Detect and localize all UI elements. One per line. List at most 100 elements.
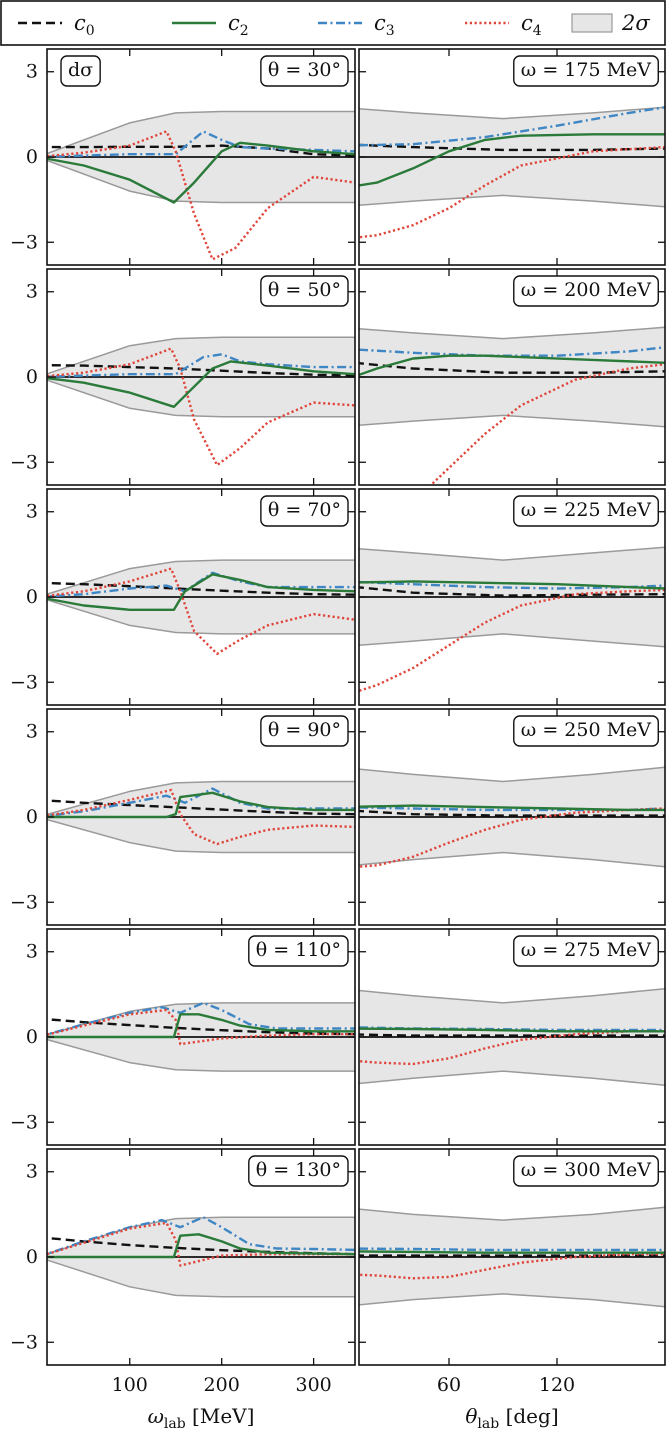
panel-label-text: ω = 175 MeV — [521, 59, 651, 81]
sigma-band-lower — [47, 159, 355, 204]
series-c0 — [359, 809, 665, 817]
panel-label-text: θ = 90° — [268, 719, 341, 741]
legend-frame — [0, 0, 666, 46]
sigma-band-upper — [359, 766, 665, 783]
series-c3 — [47, 1001, 355, 1036]
series-c2 — [47, 791, 355, 819]
panel-label-box — [513, 55, 659, 87]
series-c4 — [359, 588, 665, 693]
panel-label-text: ω = 275 MeV — [521, 939, 651, 961]
legend-label-band: 2σ — [621, 11, 650, 35]
y-tick-label: 3 — [26, 941, 38, 963]
series-c0 — [47, 144, 355, 157]
y-tick-label: −3 — [10, 1331, 38, 1353]
series-c4 — [47, 130, 355, 261]
sigma-band-lower — [359, 1293, 665, 1308]
x-axis-labels: ωlab [MeV] θlab [deg] — [148, 1404, 559, 1429]
series-c0 — [47, 1018, 355, 1036]
right-panel-6: ω = 300 MeV 60 120 — [358, 1148, 666, 1396]
y-tick-label: 0 — [26, 1246, 38, 1268]
series-c3 — [359, 346, 665, 357]
sigma-band-lower — [47, 1259, 355, 1298]
series-c4 — [47, 567, 355, 655]
left-panel-3: −3 0 3 θ = 70° — [10, 488, 356, 706]
panel-label: ω = 275 MeV — [513, 935, 659, 967]
series-c0 — [359, 1033, 665, 1037]
left-panel-5: −3 0 3 θ = 110° — [10, 928, 356, 1146]
left-x-axis-label: ωlab [MeV] — [148, 1404, 255, 1429]
y-tick-label: −3 — [10, 891, 38, 913]
panel-label: θ = 30° — [260, 55, 349, 87]
sigma-band-lower — [359, 414, 665, 428]
panel-label-box — [248, 935, 349, 967]
series-c4 — [359, 807, 665, 868]
y-tick-label: 0 — [26, 146, 38, 168]
series-c2 — [359, 580, 665, 590]
sigma-band-upper — [359, 326, 665, 340]
panel-label: θ = 50° — [260, 275, 349, 307]
sigma-band-upper — [359, 1206, 665, 1221]
series-c0 — [359, 586, 665, 597]
panel-grid: −3 0 3 θ = 30° dσ −3 0 3 θ = 50° −3 0 3 θ = 70° −3 0 3 θ… — [10, 48, 666, 1396]
y-tick-label: 0 — [26, 806, 38, 828]
panel-label-text: ω = 250 MeV — [521, 719, 651, 741]
series-c0 — [47, 363, 355, 377]
right-panel-2: ω = 200 MeV — [358, 268, 666, 486]
x-tick-label: 300 — [295, 1374, 331, 1396]
panel-label-text: ω = 225 MeV — [521, 499, 651, 521]
series-c2 — [359, 1250, 665, 1254]
y-tick-label: 3 — [26, 281, 38, 303]
series-c0 — [359, 143, 665, 152]
sigma-band-lower — [359, 633, 665, 648]
sigma-band-lower — [47, 379, 355, 418]
right-panel-1: ω = 175 MeV — [358, 48, 666, 266]
series-c4 — [359, 1030, 665, 1066]
series-c4 — [47, 788, 355, 846]
series-c3 — [47, 353, 355, 378]
right-panel-5: ω = 275 MeV — [358, 928, 666, 1146]
panel-label-text: θ = 50° — [268, 279, 341, 301]
panel-label-box — [513, 495, 659, 527]
y-tick-label: 3 — [26, 61, 38, 83]
series-c4 — [47, 347, 355, 467]
sigma-band-lower — [359, 194, 665, 208]
legend-item-c2: c2 — [172, 11, 249, 39]
panel-label: θ = 70° — [260, 495, 349, 527]
series-c2 — [359, 354, 665, 377]
panel-label-text: ω = 300 MeV — [521, 1159, 651, 1181]
series-c3 — [359, 106, 665, 147]
panel-label-text: θ = 30° — [268, 59, 341, 81]
panel-label-box — [513, 935, 659, 967]
series-c0 — [47, 581, 355, 596]
y-tick-label: 3 — [26, 721, 38, 743]
panel-label: ω = 175 MeV — [513, 55, 659, 87]
series-c3 — [359, 1247, 665, 1252]
panel-label-text: ω = 200 MeV — [521, 279, 651, 301]
y-tick-label: 0 — [26, 586, 38, 608]
panel-label: ω = 300 MeV — [513, 1155, 659, 1187]
left-panel-2: −3 0 3 θ = 50° — [10, 268, 356, 486]
x-tick-label: 100 — [112, 1374, 148, 1396]
y-tick-label: 0 — [26, 1026, 38, 1048]
sigma-band-lower — [359, 1070, 665, 1087]
right-panel-4: ω = 250 MeV — [358, 708, 666, 926]
series-c2 — [359, 804, 665, 812]
series-c4 — [47, 1221, 355, 1267]
y-tick-label: −3 — [10, 671, 38, 693]
series-c3 — [47, 130, 355, 158]
series-c2 — [47, 1013, 355, 1039]
panel-label-box — [260, 55, 349, 87]
y-tick-label: −3 — [10, 1111, 38, 1133]
legend-label-c4: c4 — [521, 11, 542, 39]
panel-label-text: θ = 110° — [256, 939, 341, 961]
series-c2 — [359, 133, 665, 187]
panel-label-box — [260, 275, 349, 307]
left-panel-1: −3 0 3 θ = 30° dσ — [10, 48, 356, 266]
y-tick-label: −3 — [10, 231, 38, 253]
y-tick-label: 0 — [26, 366, 38, 388]
legend-label-c3: c3 — [374, 11, 395, 39]
legend-label-c2: c2 — [228, 11, 249, 39]
observable-label-text: dσ — [68, 59, 93, 81]
sigma-band-upper — [47, 110, 355, 155]
